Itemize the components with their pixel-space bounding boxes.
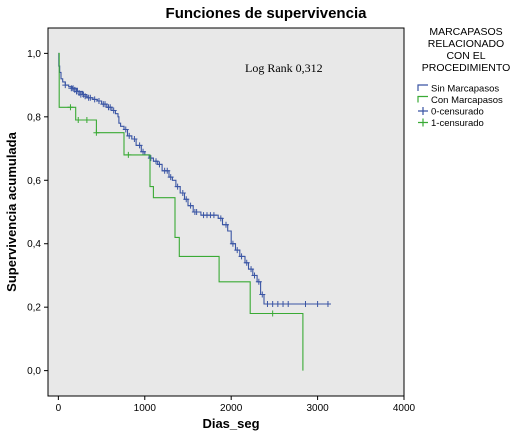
censor-mark: [183, 196, 190, 203]
y-tick-label: 0,6: [27, 176, 41, 187]
x-axis: 0 1000 2000 3000 4000: [56, 396, 416, 414]
censor-mark: [217, 215, 224, 222]
censor-mark: [62, 82, 69, 89]
censor-mark: [91, 96, 98, 103]
censor-mark: [302, 301, 309, 307]
x-tick-label: 0: [56, 403, 62, 414]
legend-entry-label: 1-censurado: [431, 118, 484, 129]
censor-mark: [125, 151, 132, 158]
y-tick-label: 0,0: [27, 366, 41, 377]
censor-mark: [95, 97, 102, 104]
censor-mark: [234, 247, 241, 254]
censor-mark: [314, 301, 321, 307]
censor-mark: [269, 310, 276, 317]
censor-mark: [285, 301, 292, 307]
y-tick-label: 0,8: [27, 112, 41, 123]
censor-mark: [264, 301, 271, 307]
censor-mark: [174, 183, 181, 190]
censor-mark: [229, 240, 236, 247]
censor-mark: [179, 189, 186, 196]
x-tick-label: 3000: [306, 403, 329, 414]
censor-mark: [243, 259, 250, 266]
legend-title-line: RELACIONADO: [428, 38, 504, 50]
censor-mark: [193, 209, 200, 215]
censor-mark: [110, 107, 117, 114]
censor-mark: [255, 278, 262, 285]
legend-title-line: PROCEDIMIENTO: [422, 62, 510, 74]
legend-cross-swatch: [418, 118, 428, 127]
x-axis-label: Dias_seg: [202, 416, 259, 431]
log-rank-annotation: Log Rank 0,312: [245, 61, 323, 75]
censor-mark: [153, 158, 160, 165]
censor-mark: [140, 148, 147, 155]
censor-mark: [210, 212, 217, 219]
y-tick-label: 0,4: [27, 239, 41, 250]
legend-entry-label: Sin Marcapasos: [431, 84, 499, 95]
y-tick-label: 1,0: [27, 49, 41, 60]
censor-mark: [164, 167, 171, 174]
plot-area: [47, 27, 405, 397]
legend: MARCAPASOS RELACIONADO CON EL PROCEDIMIE…: [417, 26, 510, 129]
censor-mark: [238, 253, 245, 260]
legend-title-line: MARCAPASOS: [429, 26, 502, 38]
chart-title: Funciones de supervivencia: [166, 5, 368, 22]
censor-mark: [167, 174, 174, 181]
censor-mark: [67, 104, 74, 111]
legend-cross-swatch: [418, 107, 428, 115]
censor-mark: [280, 301, 287, 307]
censor-mark: [187, 202, 194, 209]
censor-mark: [136, 142, 143, 149]
legend-title-line: CON EL: [446, 50, 485, 62]
legend-step-swatch: [417, 84, 428, 91]
x-tick-label: 2000: [220, 403, 243, 414]
x-tick-label: 1000: [134, 403, 157, 414]
censor-mark: [147, 155, 154, 162]
legend-step-swatch: [417, 95, 428, 103]
censor-mark: [126, 132, 133, 139]
censor-mark: [248, 266, 255, 273]
series-layer: [58, 52, 331, 371]
censor-mark: [324, 301, 331, 307]
censor-mark: [87, 94, 94, 101]
legend-entry-label: Con Marcapasos: [431, 95, 503, 106]
censor-mark: [156, 161, 163, 168]
y-tick-label: 0,2: [27, 303, 41, 314]
censor-mark: [131, 136, 138, 143]
censor-mark: [93, 129, 100, 136]
censor-mark: [75, 117, 82, 123]
censor-mark: [82, 93, 89, 100]
y-axis-label: Supervivencia acumulada: [4, 131, 19, 291]
censor-mark: [274, 301, 281, 307]
censor-mark: [122, 126, 129, 133]
y-axis: 0,0 0,2 0,4 0,6 0,8 1,0: [27, 49, 48, 377]
censor-mark: [223, 221, 229, 228]
censor-mark: [83, 117, 90, 123]
x-tick-label: 4000: [393, 403, 416, 414]
censor-mark: [251, 272, 258, 279]
legend-entry-label: 0-censurado: [431, 107, 484, 118]
censor-mark: [259, 291, 266, 298]
censor-mark: [102, 101, 109, 108]
censor-mark: [107, 104, 114, 111]
censor-mark: [269, 301, 276, 307]
